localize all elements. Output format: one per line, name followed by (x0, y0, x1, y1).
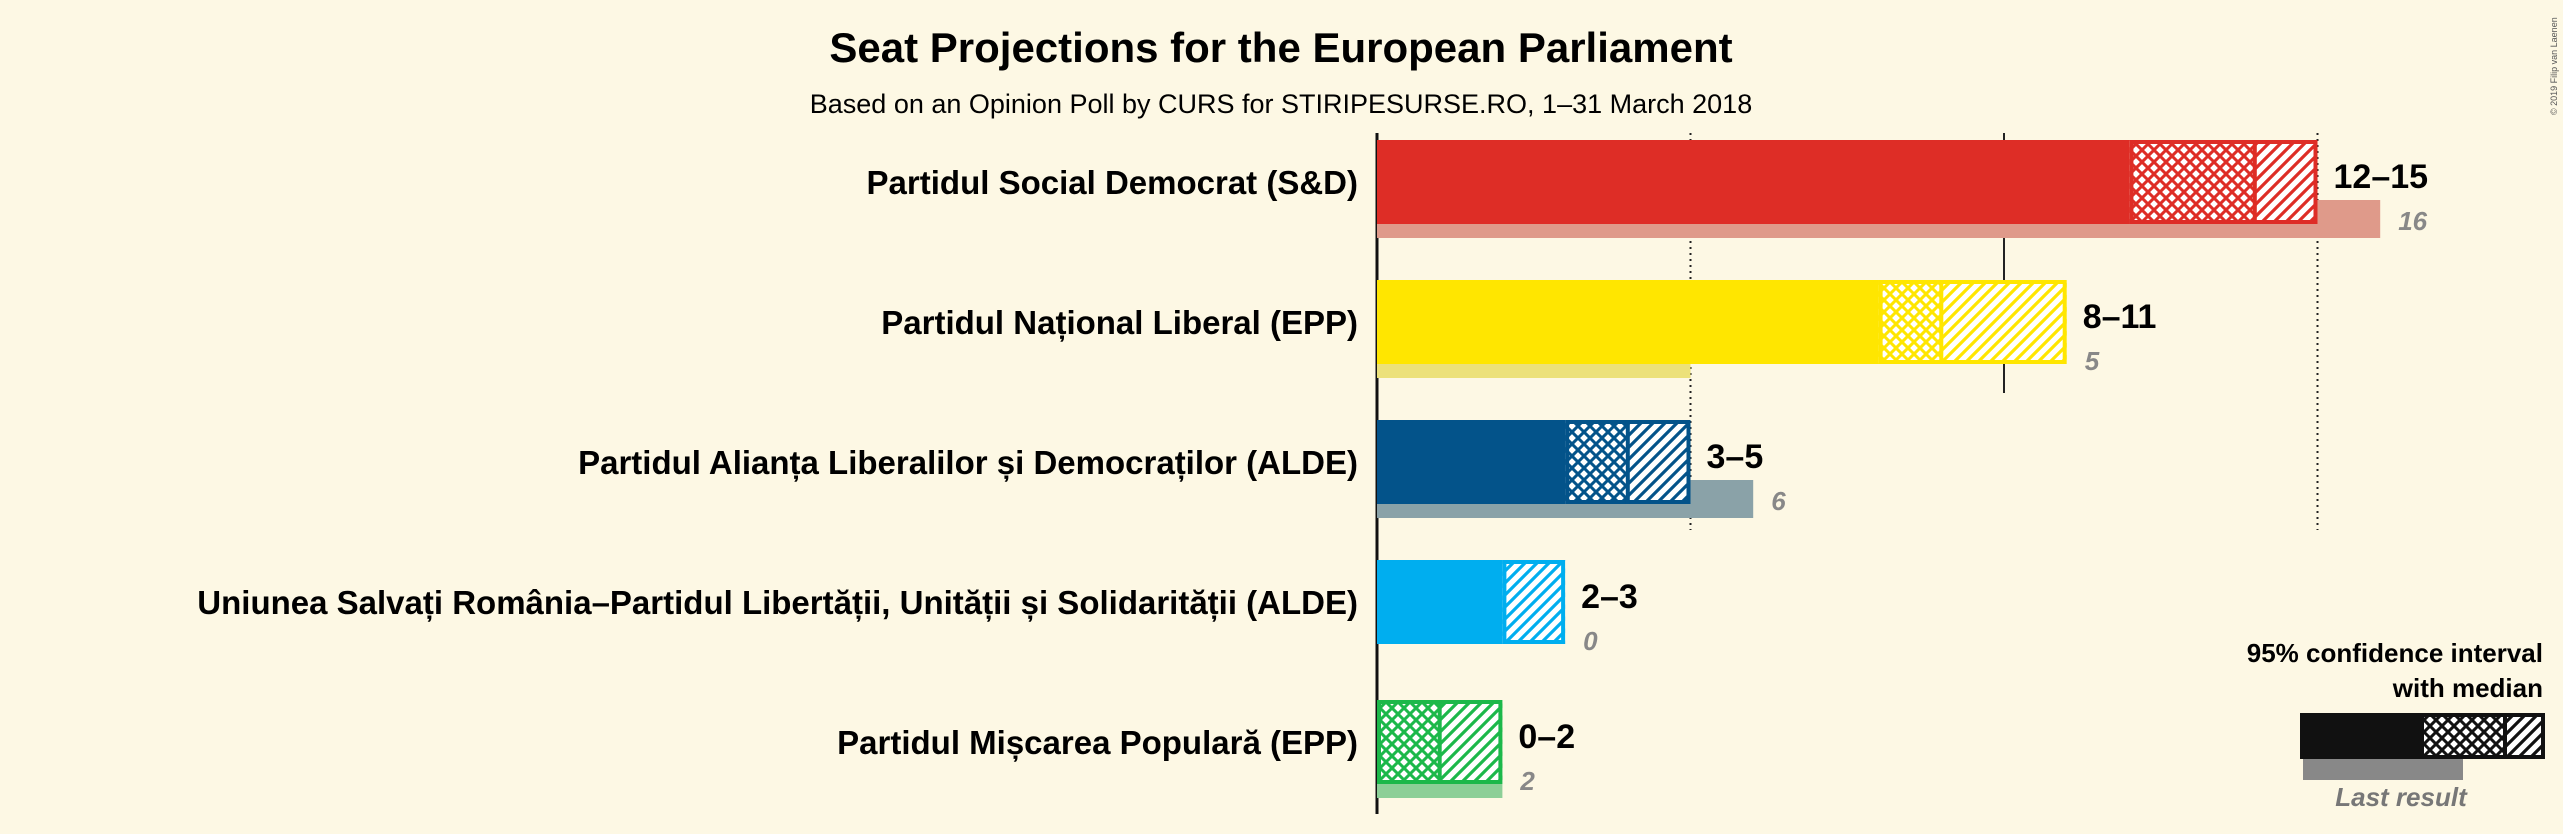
legend-solid-swatch (2300, 713, 2422, 759)
bar-group: Partidul Social Democrat (S&D) 12–15 16 Par… (197, 140, 2428, 798)
ci-upper-segment (1941, 280, 2067, 364)
ci-lower-segment (1377, 700, 1440, 784)
ci-upper-segment (2254, 140, 2318, 224)
last-result-label: 0 (1583, 626, 1598, 656)
legend-title-line1: 95% confidence interval (2247, 638, 2543, 668)
ci-upper-segment (1502, 560, 1566, 644)
legend-ci-outline (2420, 713, 2545, 759)
ci-lower-segment (2129, 140, 2255, 224)
legend-last-result-swatch (2303, 756, 2463, 780)
legend-hatch-swatch (2505, 713, 2545, 759)
range-label: 3–5 (1707, 438, 1764, 476)
range-label: 0–2 (1518, 718, 1575, 756)
range-label: 2–3 (1581, 578, 1638, 616)
last-result-label: 2 (1519, 766, 1535, 796)
projection-bar-solid (1377, 140, 2130, 224)
chart-subtitle: Based on an Opinion Poll by CURS for STI… (810, 89, 1752, 119)
ci-lower-segment (1878, 280, 1942, 364)
party-label: Partidul Mișcarea Populară (EPP) (837, 724, 1358, 762)
legend-title-line2: with median (2392, 673, 2543, 703)
projection-bar-solid (1377, 420, 1566, 504)
ci-lower-segment (1565, 420, 1628, 504)
projection-bar-solid (1377, 280, 1879, 364)
legend-last-result-label: Last result (2335, 782, 2468, 812)
copyright-text: © 2019 Filip van Laenen (2549, 17, 2559, 115)
projection-bar-solid (1377, 560, 1503, 644)
party-label: Partidul Alianța Liberalilor și Democraț… (578, 444, 1358, 482)
legend: 95% confidence interval with median Last r… (2247, 638, 2545, 812)
party-label: Partidul Național Liberal (EPP) (881, 304, 1358, 342)
legend-cross-swatch (2422, 713, 2505, 759)
ci-outline (1878, 280, 2067, 364)
ci-upper-segment (1439, 700, 1503, 784)
range-label: 8–11 (2083, 298, 2157, 336)
range-label: 12–15 (2334, 158, 2429, 196)
last-result-label: 6 (1771, 486, 1786, 516)
last-result-label: 16 (2398, 206, 2427, 236)
chart-title: Seat Projections for the European Parlia… (829, 24, 1732, 71)
last-result-label: 5 (2085, 346, 2100, 376)
party-label: Partidul Social Democrat (S&D) (867, 164, 1358, 201)
ci-upper-segment (1627, 420, 1691, 504)
ci-outline (2129, 140, 2318, 224)
party-label: Uniunea Salvați România–Partidul Libertă… (197, 584, 1358, 622)
ci-outline (1502, 560, 1566, 644)
